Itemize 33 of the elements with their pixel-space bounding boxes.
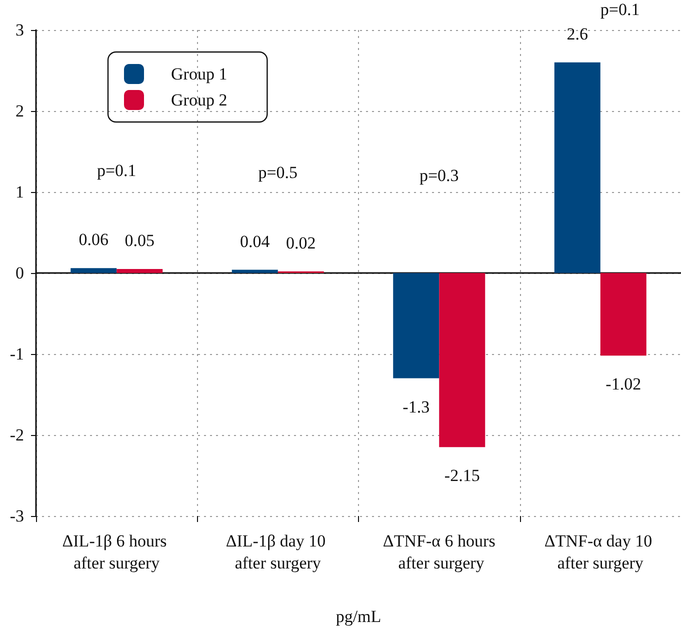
data-label: 0.02: [286, 233, 316, 252]
annotation: p=0.1: [96, 161, 136, 180]
y-tick-label: -2: [10, 426, 24, 444]
x-tick-label: ΔIL-1β day 10 after surgery: [226, 532, 330, 572]
y-tick-label: 1: [16, 182, 24, 202]
annotation: p=0.3: [419, 166, 459, 185]
x-axis-title: pg/mL: [336, 607, 382, 626]
y-tick-label: -1: [10, 344, 24, 364]
x-tick-label: ΔIL-1β 6 hours after surgery: [62, 532, 172, 572]
y-tick-label: 3: [16, 20, 24, 40]
annotation: p=0.5: [258, 162, 298, 182]
y-tick-label: 0: [16, 264, 24, 282]
data-label: 2.6: [566, 24, 588, 44]
data-label: -1.02: [606, 374, 642, 394]
data-label: -2.15: [444, 466, 480, 486]
bar: [393, 273, 440, 378]
data-label: 0.06: [78, 230, 108, 250]
bar: [439, 273, 486, 448]
bar: [70, 268, 117, 273]
x-tick-label: ΔTNF-α 6 hours after surgery: [382, 532, 496, 572]
data-label: -1.3: [402, 397, 430, 416]
x-tick-label: ΔTNF-α day 10 after surgery: [544, 532, 656, 572]
bar: [600, 273, 646, 356]
data-label: 0.04: [240, 232, 270, 251]
bar: [232, 270, 278, 273]
y-tick-label: 2: [16, 102, 24, 120]
bar: [554, 62, 600, 273]
bar: [116, 268, 163, 273]
legend-label: Group 2: [171, 90, 228, 110]
text: p=0.1: [600, 0, 640, 19]
y-tick-label: -3: [10, 506, 24, 526]
data-label: 0.05: [124, 230, 154, 250]
legend-label: Group 1: [171, 64, 228, 84]
